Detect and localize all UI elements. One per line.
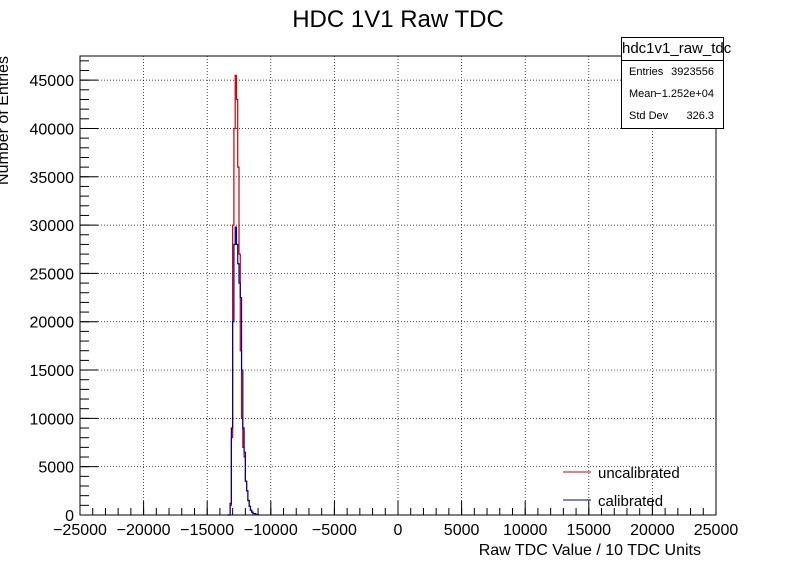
y-tick-label: 20000 <box>30 315 75 332</box>
stats-row-mean: Mean −1.252e+04 <box>622 83 723 105</box>
stats-row-std-dev: Std Dev 326.3 <box>622 105 723 127</box>
y-tick-label: 40000 <box>30 121 75 138</box>
stats-key: Std Dev <box>629 110 669 122</box>
stats-row-entries: Entries 3923556 <box>622 61 723 83</box>
stats-value: 3923556 <box>671 66 714 78</box>
x-tick-label: 20000 <box>630 522 675 539</box>
series-uncalibrated <box>227 74 259 516</box>
x-tick-label: −5000 <box>312 522 357 539</box>
y-tick-label: 35000 <box>30 170 75 187</box>
x-tick-label: −25000 <box>53 522 107 539</box>
series-calibrated <box>227 226 259 516</box>
stats-value: 326.3 <box>686 110 714 122</box>
x-tick-label: −10000 <box>244 522 298 539</box>
series-layer <box>227 74 259 516</box>
x-tick-label: −15000 <box>180 522 234 539</box>
x-tick-label: 5000 <box>444 522 480 539</box>
stats-key: Entries <box>629 66 664 78</box>
x-tick-label: −20000 <box>117 522 171 539</box>
legend-label-calibrated: calibrated <box>598 493 663 510</box>
stats-value: −1.252e+04 <box>655 88 714 100</box>
y-tick-labels: 0 5000 10000 15000 20000 25000 30000 35000 40000… <box>30 73 75 525</box>
x-tick-label: 0 <box>394 522 403 539</box>
x-tick-label: 15000 <box>567 522 612 539</box>
x-tick-label: 10000 <box>503 522 548 539</box>
y-tick-label: 30000 <box>30 218 75 235</box>
stats-box-title: hdc1v1_raw_tdc <box>622 38 731 61</box>
y-tick-label: 5000 <box>38 460 74 477</box>
grid <box>80 56 716 515</box>
y-tick-label: 15000 <box>30 363 75 380</box>
y-axis-label: Number of Entries <box>0 56 12 185</box>
y-tick-label: 45000 <box>30 73 75 90</box>
y-tick-label: 10000 <box>30 411 75 428</box>
x-tick-labels: −25000 −20000 −15000 −10000 −5000 0 5000 10000 1… <box>53 522 738 539</box>
legend-label-uncalibrated: uncalibrated <box>598 465 680 482</box>
legend: uncalibrated calibrated <box>563 465 680 510</box>
stats-box: hdc1v1_raw_tdc Entries 3923556 Mean −1.2… <box>621 37 731 129</box>
x-tick-label: 25000 <box>694 522 739 539</box>
y-tick-label: 0 <box>65 508 74 525</box>
stats-key: Mean <box>629 88 657 100</box>
chart-title: HDC 1V1 Raw TDC <box>292 6 504 33</box>
y-tick-label: 25000 <box>30 266 75 283</box>
axis-ticks <box>79 60 717 516</box>
x-axis-label: Raw TDC Value / 10 TDC Units <box>479 542 701 559</box>
